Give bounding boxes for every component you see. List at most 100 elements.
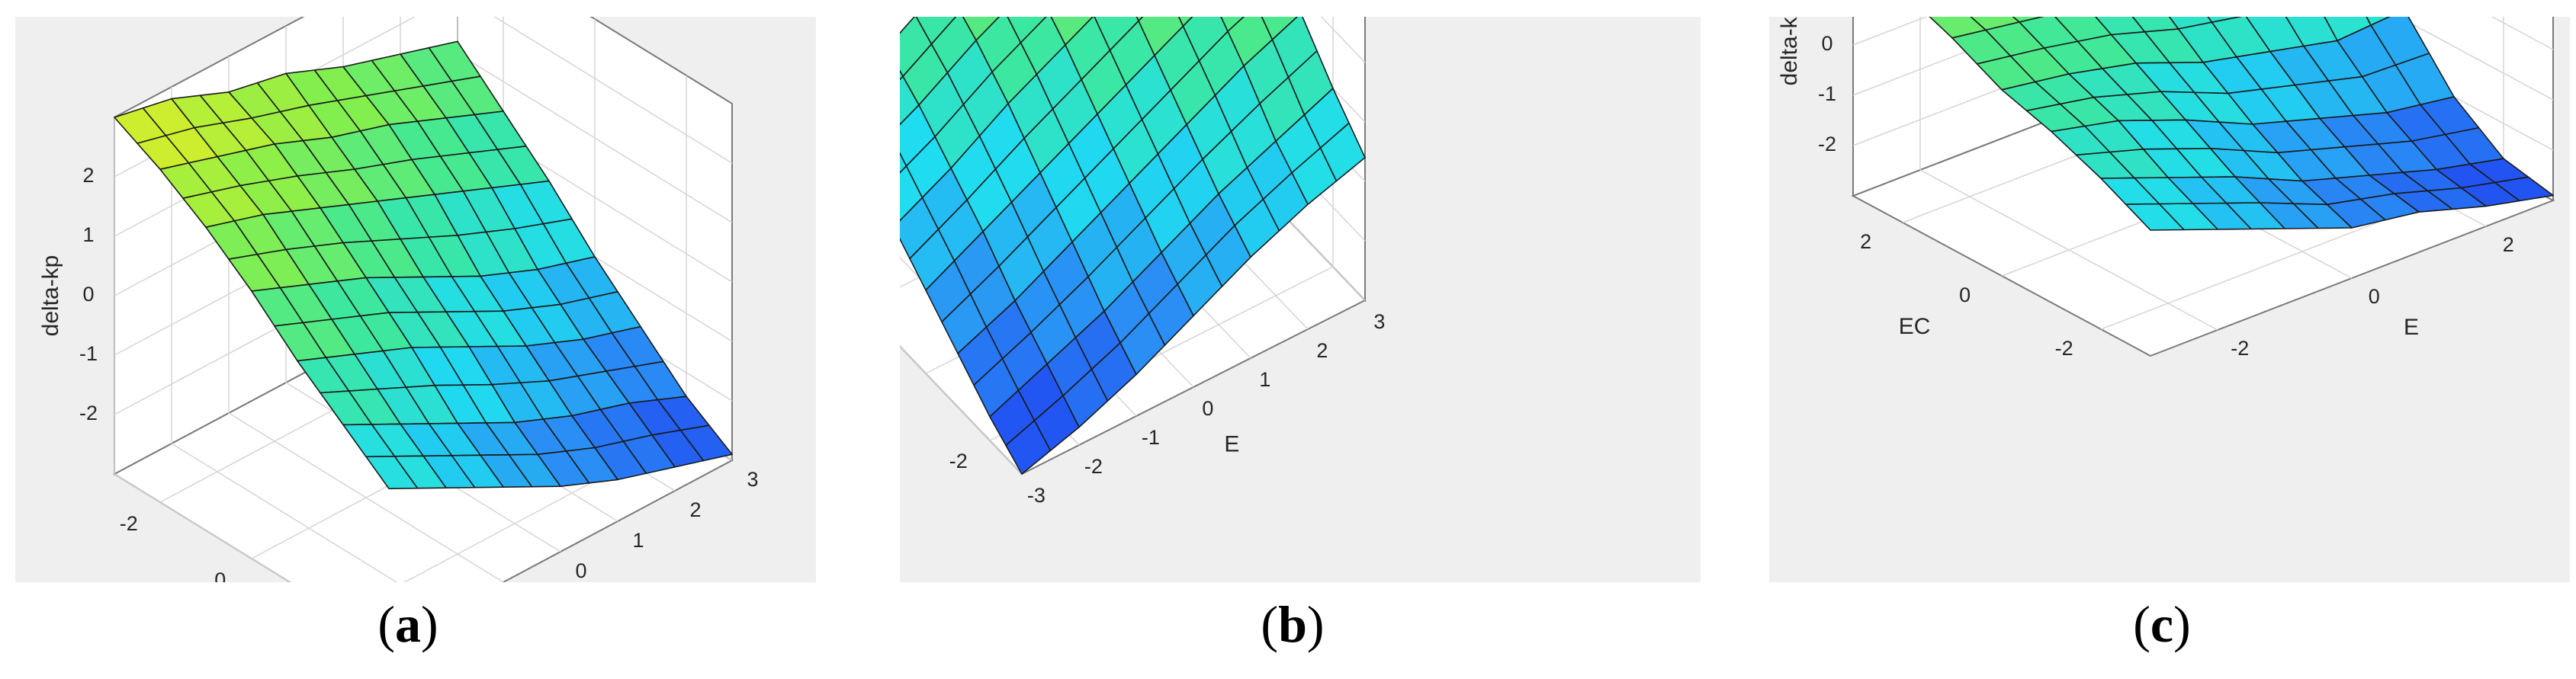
x-tick-label: 2 [689, 498, 701, 521]
surface-patch [946, 40, 993, 105]
surface-patch [900, 69, 904, 81]
caption-b: (b) [1261, 595, 1325, 653]
surface-patch [900, 17, 933, 77]
surface-patch [2303, 40, 2363, 82]
surface-patch [1074, 310, 1121, 370]
z-tick-label: 0 [82, 283, 94, 306]
z-tick-label: 2 [82, 164, 94, 187]
x-tick-label: -2 [1084, 455, 1103, 478]
surface-patch [978, 103, 1025, 170]
x-tick-label: -1 [1142, 426, 1160, 449]
surface-patch [1271, 17, 1318, 78]
z-tick-label: 1 [82, 223, 94, 246]
surface-patch [1010, 172, 1057, 238]
surface-patch [2207, 17, 2243, 23]
surface-patch [1132, 251, 1178, 315]
x-tick-label: 1 [632, 529, 644, 552]
surface-patch [1068, 114, 1114, 179]
surface-patch [2218, 121, 2279, 154]
surface-patch [1007, 17, 1047, 43]
surface-patch [2054, 17, 2112, 43]
x-axis-label: E [1224, 432, 1239, 457]
caption-c: (c) [2133, 595, 2191, 653]
surface-patch [2285, 117, 2346, 151]
surface-patch [1189, 193, 1235, 256]
z-axis-label: delta-kd [1777, 17, 1802, 85]
surface-patch [2402, 168, 2462, 192]
x-tick-label: -3 [1027, 484, 1045, 507]
z-tick-label: -1 [1818, 82, 1836, 105]
surface-patch [2420, 96, 2480, 136]
surface-patch [1036, 44, 1082, 110]
surface-patch [2370, 17, 2430, 66]
x-tick-label: 1 [1259, 368, 1270, 391]
surface-patch [1985, 21, 2045, 57]
surface-patch [2201, 176, 2261, 204]
surface-patch [1094, 17, 1139, 51]
surface-patch [1214, 65, 1261, 133]
surface-patch [1017, 363, 1064, 421]
surface-patch [2134, 177, 2194, 205]
surface-patch [2353, 112, 2413, 145]
surface-patch [2268, 178, 2328, 206]
surface-patch [2131, 17, 2179, 33]
surface-patch [2035, 73, 2095, 105]
surface-patch [1303, 88, 1350, 149]
surface-patch [622, 434, 676, 474]
caption-label-a: a [395, 595, 421, 653]
y-tick-label: 0 [214, 569, 226, 582]
z-tick-label: -1 [79, 342, 98, 365]
surface-patch [2151, 119, 2211, 149]
surface-patch [1157, 123, 1203, 190]
x-axis-label: E [2404, 315, 2419, 340]
x-tick-label: 0 [575, 559, 586, 582]
y-tick-label: -2 [2055, 337, 2073, 360]
y-tick-label: 2 [1860, 230, 1871, 253]
y-tick-label: -2 [120, 512, 138, 535]
y-axis-label: EC [1899, 314, 1931, 339]
surface-patch [679, 424, 733, 462]
surface-patch [953, 230, 1000, 295]
x-tick-label: 3 [747, 468, 758, 491]
surface-patch [451, 454, 504, 488]
surface-patch [508, 453, 561, 488]
surface-patch [2168, 17, 2213, 30]
surface-patch [921, 168, 968, 230]
surface-patch [1182, 17, 1229, 62]
surface-patch [1100, 182, 1146, 248]
surface-patch [2102, 62, 2162, 95]
surface-patch [915, 17, 957, 45]
surface-patch [1125, 54, 1171, 120]
y-tick-label: -2 [949, 450, 968, 472]
z-tick-label: -2 [79, 402, 98, 424]
surface-patch [2169, 61, 2229, 94]
surface-patch [2335, 175, 2395, 200]
x-tick-label: 0 [2369, 285, 2380, 308]
surface-patch [393, 455, 447, 489]
x-tick-label: 3 [1373, 310, 1385, 333]
surface-patch [565, 447, 618, 484]
surface-patch [900, 104, 936, 167]
surface-patch [900, 152, 907, 174]
z-axis-label: delta-kp [38, 255, 63, 337]
surface-patch [1042, 241, 1089, 306]
surface-patch [2236, 50, 2296, 90]
surface-patch [1177, 17, 1193, 27]
surface-patch [1246, 140, 1293, 200]
x-tick-label: 2 [1316, 339, 1328, 362]
caption-label-b: b [1278, 595, 1307, 653]
caption-a: (a) [377, 595, 438, 653]
x-tick-label: -2 [2231, 337, 2249, 360]
z-tick-label: -2 [1818, 133, 1836, 155]
z-tick-label: 0 [1821, 32, 1832, 55]
y-tick-label: 0 [1959, 283, 1971, 306]
x-tick-label: 2 [2503, 233, 2514, 256]
surface-patch [985, 299, 1032, 360]
x-tick-label: 0 [1202, 397, 1213, 420]
